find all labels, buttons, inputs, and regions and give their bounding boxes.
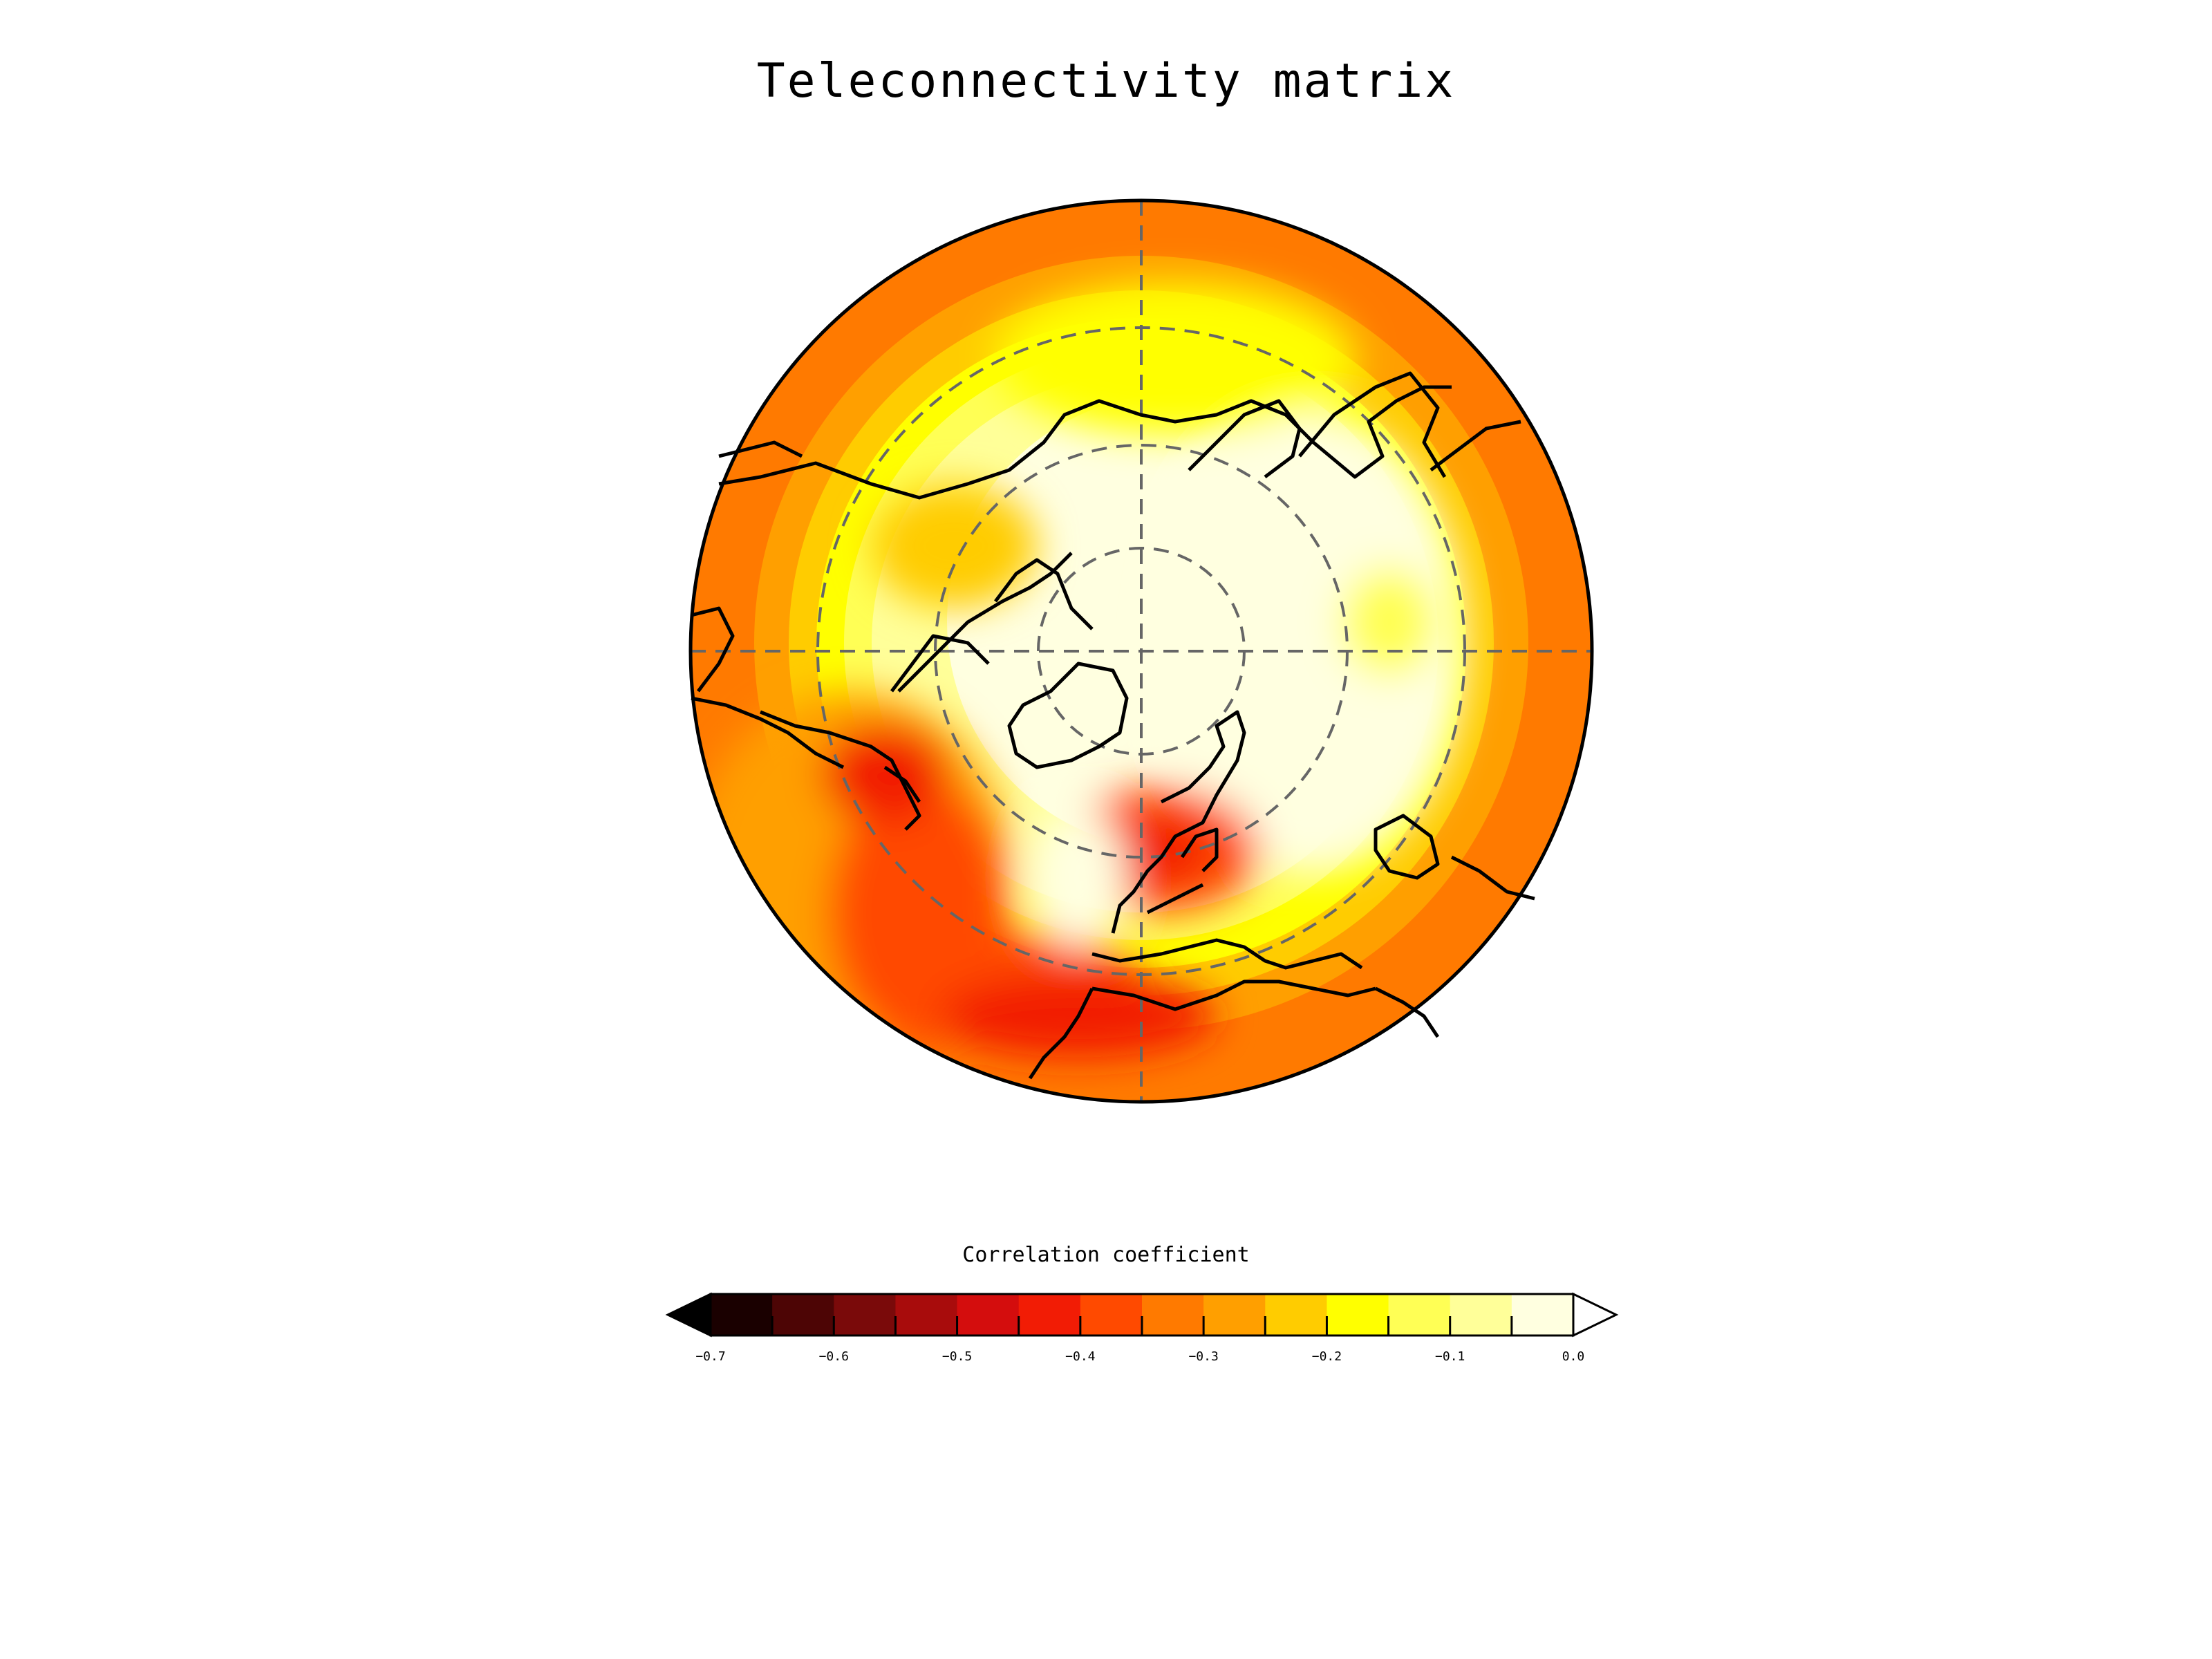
colorbar-bin (1327, 1294, 1389, 1335)
colorbar-tick-label: −0.5 (942, 1349, 972, 1364)
colorbar-tick-label: −0.2 (1312, 1349, 1342, 1364)
colorbar-bin (1511, 1294, 1574, 1335)
colorbar-bin (1203, 1294, 1266, 1335)
colorbar-bin (957, 1294, 1020, 1335)
colorbar-bin (1265, 1294, 1327, 1335)
colorbar-tick-label: −0.6 (819, 1349, 849, 1364)
colorbar-ticks: −0.7 −0.6 −0.5 −0.4 −0.3 −0.2 −0.1 0.0 (695, 1316, 1584, 1364)
colorbar-tick-label: −0.4 (1065, 1349, 1095, 1364)
correlation-field (691, 200, 1592, 1102)
colorbar-extend-high (1572, 1292, 1619, 1338)
colorbar-tick-label: −0.3 (1188, 1349, 1218, 1364)
colorbar-bin (1450, 1294, 1512, 1335)
colorbar-bin (1080, 1294, 1143, 1335)
map-boundary (688, 198, 1594, 1104)
colorbar-bin (1018, 1294, 1081, 1335)
colorbar-tick-label: 0.0 (1562, 1349, 1585, 1364)
figure-title: Teleconnectivity matrix (756, 54, 1456, 109)
colorbar-bin (772, 1294, 834, 1335)
colorbar-bins (665, 1292, 1619, 1338)
graticule (691, 200, 1592, 1102)
colorbar-bin (1388, 1294, 1451, 1335)
coastlines (691, 371, 1535, 1080)
colorbar-bin (895, 1294, 958, 1335)
colorbar-tick-label: −0.1 (1435, 1349, 1465, 1364)
colorbar-bin (711, 1294, 773, 1335)
colorbar-tick-label: −0.7 (695, 1349, 725, 1364)
colorbar-bin (834, 1294, 896, 1335)
colorbar-label: Correlation coefficient (962, 1243, 1250, 1267)
colorbar-extend-low (665, 1292, 712, 1338)
colorbar-bin (1142, 1294, 1204, 1335)
